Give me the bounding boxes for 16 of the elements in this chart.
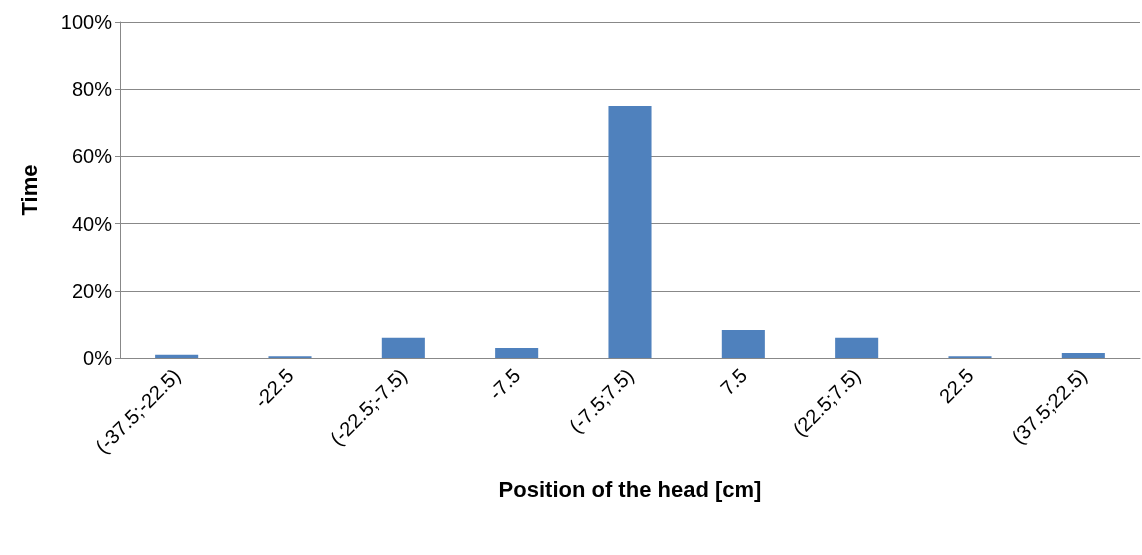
bar — [495, 347, 539, 358]
bar — [1061, 352, 1105, 358]
bar — [835, 337, 879, 358]
y-tick-label: 40% — [71, 212, 113, 235]
y-tick-label: 20% — [71, 279, 113, 302]
x-tick-label: 7.5 — [715, 364, 752, 400]
y-tick-label: 100% — [60, 11, 113, 33]
y-tick-label: 60% — [71, 145, 113, 168]
bar — [381, 337, 425, 358]
y-axis-title: Time — [16, 164, 42, 216]
y-tick-label: 80% — [71, 78, 113, 101]
bar — [608, 106, 652, 358]
x-tick-label: -7.5 — [484, 364, 525, 405]
y-tick-label: 0% — [83, 347, 113, 369]
bar — [721, 330, 765, 358]
x-axis-title: Position of the head [cm] — [498, 476, 762, 502]
